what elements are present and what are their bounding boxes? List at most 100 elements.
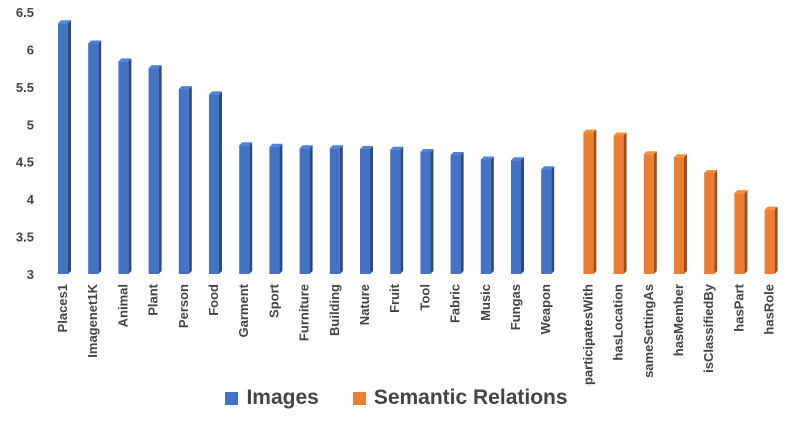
bar-sameSettingAs xyxy=(643,151,657,274)
y-tick-label: 4.5 xyxy=(16,155,34,170)
bar-side xyxy=(400,146,404,274)
bar-side xyxy=(430,148,434,274)
bar-top xyxy=(390,146,404,150)
bar-side xyxy=(521,157,524,274)
bar-side xyxy=(653,151,657,274)
bar-front xyxy=(541,169,552,274)
bar-top xyxy=(643,151,657,155)
bar-hasRole xyxy=(764,206,778,274)
bar-side xyxy=(460,151,464,274)
bar-Fabric xyxy=(450,151,464,274)
bar-Plant xyxy=(148,65,162,275)
bar-Fungas xyxy=(511,157,524,274)
x-tick-label: Places1 xyxy=(55,284,70,332)
bar-side xyxy=(490,156,494,274)
x-tick-label: Fabric xyxy=(448,284,463,323)
bar-Food xyxy=(209,91,222,274)
bar-hasMember xyxy=(674,154,687,274)
bar-top xyxy=(329,145,343,149)
bar-front xyxy=(178,89,189,274)
x-tick-label: Tool xyxy=(417,284,432,310)
bar-Places1 xyxy=(58,20,71,274)
bar-side xyxy=(249,142,253,274)
bar-Person xyxy=(178,86,192,274)
bar-front xyxy=(390,149,401,274)
bar-front xyxy=(269,146,280,274)
bar-side xyxy=(370,145,373,274)
bar-Fruit xyxy=(390,146,404,274)
bar-Tool xyxy=(420,148,434,274)
legend-item-semantic-relations: Semantic Relations xyxy=(352,386,568,410)
legend-swatch-images xyxy=(225,391,239,405)
bar-front xyxy=(58,23,68,274)
y-axis: 3 3.5 4 4.5 5 5.5 6 6.5 xyxy=(16,5,35,282)
x-tick-label: Nature xyxy=(357,284,372,325)
bar-hasPart xyxy=(734,190,748,274)
bar-front xyxy=(613,135,624,274)
bar-side xyxy=(774,206,778,274)
bar-isClassifiedBy xyxy=(704,169,718,274)
bar-top xyxy=(178,86,192,90)
x-tick-label: Building xyxy=(327,284,342,336)
bar-top xyxy=(764,206,778,210)
y-tick-label: 3.5 xyxy=(16,230,34,245)
x-tick-label: sameSettingAs xyxy=(641,284,656,378)
bar-Weapon xyxy=(541,166,555,274)
bar-front xyxy=(299,148,310,274)
x-tick-label: hasPart xyxy=(731,283,746,331)
bar-top xyxy=(239,142,253,146)
legend: Images Semantic Relations xyxy=(0,386,793,410)
bar-side xyxy=(714,169,718,274)
bar-side xyxy=(98,40,102,274)
y-tick-label: 6.5 xyxy=(16,5,34,20)
bar-front xyxy=(450,154,461,274)
x-tick-label: Food xyxy=(206,284,221,316)
bar-front xyxy=(88,43,99,274)
bar-front xyxy=(148,68,159,275)
bar-front xyxy=(674,157,684,274)
legend-label-semantic-relations: Semantic Relations xyxy=(373,386,568,409)
bar-front xyxy=(209,94,219,274)
bar-side xyxy=(68,20,71,274)
bar-top xyxy=(450,151,464,155)
x-tick-label: Garment xyxy=(236,283,251,337)
x-tick-label: coparticipatesWith xyxy=(580,284,595,386)
bar-front xyxy=(480,159,491,274)
x-tick-label: Sport xyxy=(266,283,281,318)
bar-side xyxy=(593,129,597,274)
bar-Building xyxy=(329,145,343,274)
bar-side xyxy=(158,65,162,275)
bar-side xyxy=(744,190,748,274)
bar-front xyxy=(583,132,594,274)
bar-front xyxy=(704,172,715,274)
bar-Animal xyxy=(118,58,132,274)
x-tick-label: hasLocation xyxy=(611,284,626,361)
bar-side xyxy=(188,86,192,274)
x-tick-label: Plant xyxy=(146,283,161,315)
x-tick-label: Person xyxy=(176,284,191,328)
bar-Nature xyxy=(360,145,373,274)
bar-front xyxy=(764,209,775,274)
bar-top xyxy=(704,169,718,173)
legend-label-images: Images xyxy=(246,386,319,409)
x-tick-label: Imagenet1K xyxy=(85,283,100,357)
bar-front xyxy=(643,154,654,274)
legend-item-images: Images xyxy=(225,386,319,410)
x-tick-label: Weapon xyxy=(538,284,553,334)
bar-top xyxy=(148,65,162,69)
bars xyxy=(58,20,778,275)
bar-top xyxy=(58,20,71,24)
x-tick-label: hasRole xyxy=(762,284,777,335)
bar-top xyxy=(583,129,597,133)
bar-side xyxy=(551,166,555,274)
x-tick-label: Fruit xyxy=(387,283,402,313)
y-tick-label: 5 xyxy=(27,117,34,132)
bar-top xyxy=(209,91,222,95)
bar-Garment xyxy=(239,142,253,274)
bar-top xyxy=(480,156,494,160)
bar-side xyxy=(128,58,132,274)
bar-side xyxy=(309,145,313,274)
y-tick-label: 4 xyxy=(27,192,35,207)
bar-top xyxy=(674,154,687,158)
bar-front xyxy=(360,148,370,274)
